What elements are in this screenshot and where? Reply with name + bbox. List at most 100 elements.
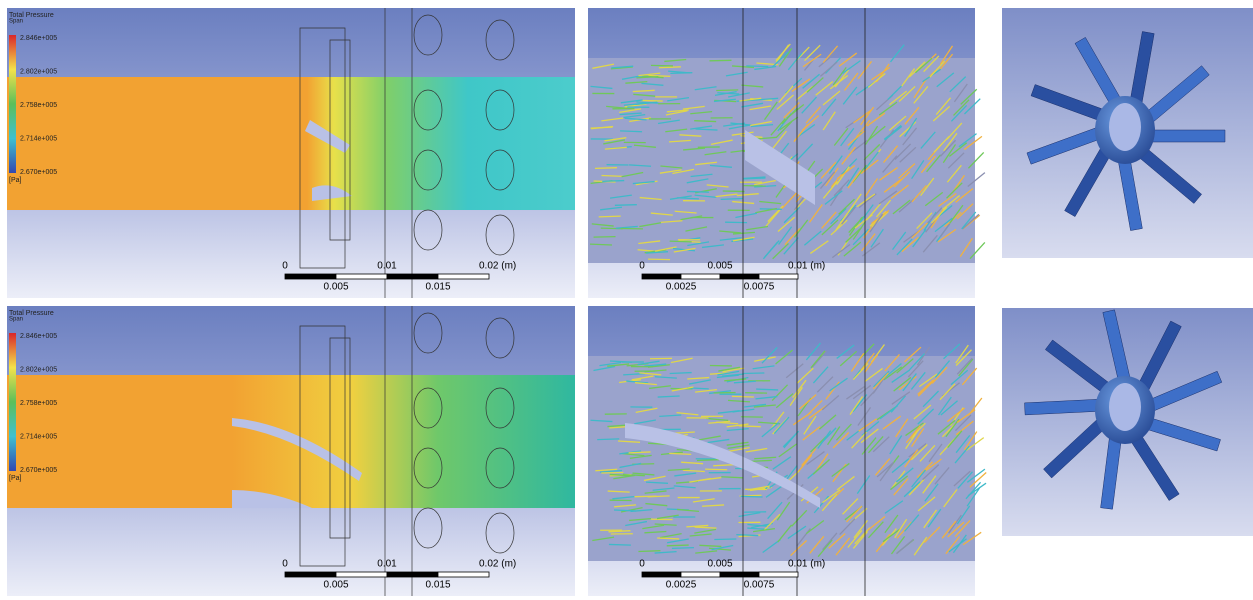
streamline: [667, 545, 689, 546]
legend-subtitle: Span: [9, 317, 23, 323]
flow-inlet: [7, 77, 307, 210]
impeller-panel: [1002, 8, 1253, 258]
streamline: [590, 244, 612, 245]
scale-segment: [387, 274, 438, 279]
streamline-panel: [588, 8, 985, 298]
streamline: [705, 469, 727, 470]
scale-label: 0: [639, 261, 645, 272]
streamline: [687, 191, 709, 192]
scale-segment: [285, 572, 336, 577]
flow-inlet: [7, 375, 232, 508]
scale-label: 0: [282, 559, 288, 570]
scale-label: 0.01: [377, 261, 397, 272]
streamline: [721, 199, 743, 200]
streamline: [629, 452, 651, 453]
streamline: [614, 510, 636, 511]
streamline: [595, 168, 617, 169]
streamline: [744, 178, 766, 179]
legend-label: 2.846e+005: [20, 333, 57, 340]
scale-label: 0.01: [377, 559, 397, 570]
legend-label: 2.802e+005: [20, 68, 57, 75]
scale-segment: [759, 572, 798, 577]
legend-label: 2.714e+005: [20, 135, 57, 142]
scale-label: 0.015: [425, 282, 450, 293]
streamline: [716, 90, 738, 91]
scale-label: 0.0025: [666, 282, 697, 293]
flow-passage: [232, 375, 575, 508]
scale-segment: [642, 572, 681, 577]
scale-label: 0.005: [323, 282, 348, 293]
streamline: [620, 131, 642, 132]
streamline: [599, 216, 621, 217]
streamline: [635, 496, 657, 497]
streamline: [670, 373, 692, 374]
impeller-hub-face: [1109, 383, 1141, 431]
legend-label: 2.846e+005: [20, 35, 57, 42]
flow-region: [588, 356, 975, 561]
streamline: [723, 191, 745, 192]
scale-label: 0: [639, 559, 645, 570]
streamline: [739, 426, 761, 427]
scale-label: 0.01 (m): [788, 559, 825, 570]
streamline: [714, 539, 736, 540]
scale-segment: [720, 572, 759, 577]
scale-segment: [285, 274, 336, 279]
scale-label: 0: [282, 261, 288, 272]
scale-segment: [336, 572, 387, 577]
streamline: [672, 548, 694, 549]
scale-label: 0.02 (m): [479, 559, 516, 570]
pressure-panel: Total PressureSpan2.846e+0052.802e+0052.…: [7, 306, 575, 596]
legend-label: 2.802e+005: [20, 366, 57, 373]
streamline: [615, 205, 637, 206]
streamline: [601, 175, 623, 176]
streamline: [670, 241, 692, 242]
streamline: [602, 181, 624, 182]
scale-label: 0.02 (m): [479, 261, 516, 272]
streamline: [648, 259, 670, 260]
scale-segment: [438, 274, 489, 279]
streamline: [597, 439, 619, 440]
figure: Total PressureSpan2.846e+0052.802e+0052.…: [0, 0, 1253, 600]
legend-label: 2.758e+005: [20, 400, 57, 407]
impeller-panel: [1002, 308, 1253, 536]
legend-label: 2.670e+005: [20, 169, 57, 176]
streamline: [594, 237, 616, 238]
scale-segment: [681, 274, 720, 279]
scale-label: 0.0075: [744, 580, 775, 591]
colorbar: [9, 35, 16, 173]
streamline: [609, 544, 631, 545]
streamline: [746, 66, 768, 67]
scale-segment: [438, 572, 489, 577]
scale-label: 0.0075: [744, 282, 775, 293]
streamline: [601, 472, 623, 473]
scale-label: 0.0025: [666, 580, 697, 591]
streamline: [756, 389, 778, 390]
pressure-panel: Total PressureSpan2.846e+0052.802e+0052.…: [7, 8, 575, 298]
row: Total PressureSpan2.846e+0052.802e+0052.…: [7, 8, 1253, 298]
streamline: [697, 460, 719, 461]
scale-segment: [720, 274, 759, 279]
scale-label: 0.015: [425, 580, 450, 591]
scale-label: 0.005: [707, 261, 732, 272]
legend-label: 2.758e+005: [20, 102, 57, 109]
scale-segment: [681, 572, 720, 577]
row: Total PressureSpan2.846e+0052.802e+0052.…: [7, 306, 1253, 596]
scale-label: 0.005: [707, 559, 732, 570]
colorbar: [9, 333, 16, 471]
streamline: [641, 100, 663, 101]
streamline: [694, 121, 716, 122]
scale-label: 0.005: [323, 580, 348, 591]
streamline: [651, 65, 673, 66]
legend-subtitle: Span: [9, 19, 23, 25]
streamline: [638, 551, 660, 552]
impeller-hub-face: [1109, 103, 1141, 151]
scale-label: 0.01 (m): [788, 261, 825, 272]
scale-segment: [336, 274, 387, 279]
streamline-panel: [588, 306, 986, 596]
impeller-blade: [1150, 130, 1225, 142]
legend-unit: [Pa]: [9, 475, 22, 482]
streamline: [742, 373, 764, 374]
streamline: [709, 60, 731, 61]
scale-segment: [759, 274, 798, 279]
scale-segment: [642, 274, 681, 279]
